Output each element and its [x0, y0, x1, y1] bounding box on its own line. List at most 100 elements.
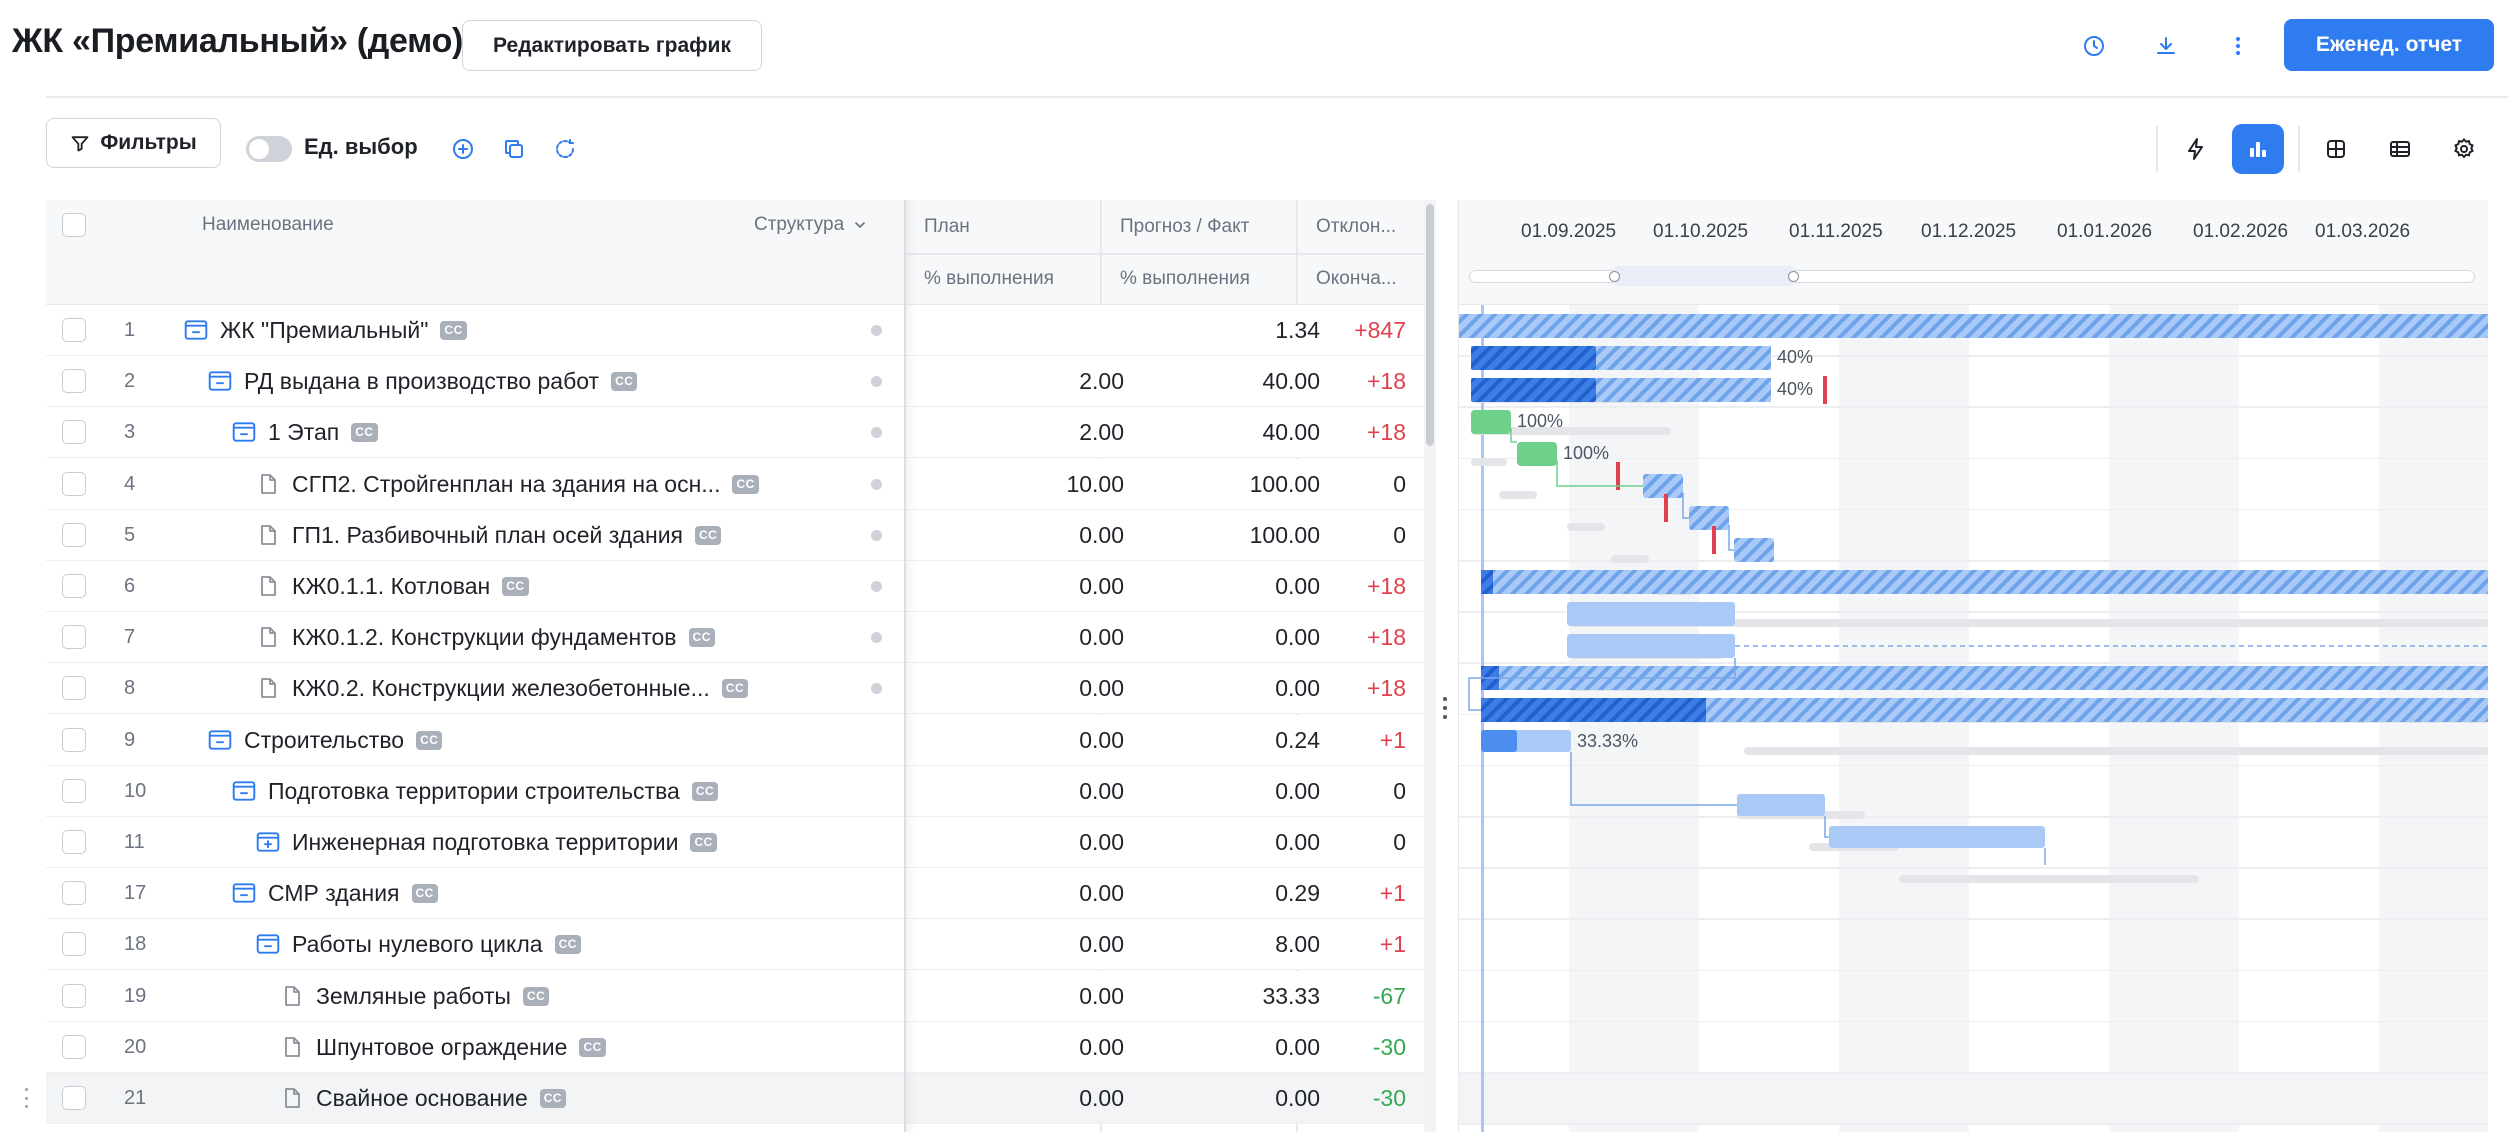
deviation-value: +847 — [1354, 317, 1406, 343]
task-name[interactable]: ГП1. Разбивочный план осей здания CC — [292, 522, 722, 549]
table-row[interactable]: 2 РД выдана в производство работ CC 2.00… — [46, 356, 1424, 408]
table-row[interactable]: 7 КЖ0.1.2. Конструкции фундаментов CC 0.… — [46, 612, 1424, 664]
add-circle-icon — [453, 139, 473, 159]
gantt-row-line — [1459, 816, 2488, 818]
task-name[interactable]: КЖ0.2. Конструкции железобетонные... CC — [292, 675, 749, 702]
row-number: 17 — [124, 882, 147, 905]
table-scrollbar-thumb[interactable] — [1426, 204, 1434, 446]
task-name[interactable]: Свайное основание CC — [316, 1085, 567, 1112]
column-forecast-header[interactable]: Прогноз / Факт — [1120, 216, 1250, 237]
collapse-folder-icon[interactable] — [230, 879, 258, 907]
collapse-folder-icon[interactable] — [182, 316, 210, 344]
row-checkbox[interactable] — [62, 522, 86, 547]
table-row[interactable]: 20 Шпунтовое ограждение CC 0.00 0.00 -30 — [46, 1021, 1424, 1073]
row-checkbox[interactable] — [62, 1034, 86, 1059]
row-checkbox[interactable] — [62, 830, 86, 854]
select-all-checkbox[interactable] — [62, 213, 86, 237]
split-resize-handle[interactable] — [1441, 697, 1449, 719]
collapse-folder-icon[interactable] — [206, 726, 234, 754]
structure-dropdown[interactable]: Структура — [754, 214, 868, 236]
row-checkbox[interactable] — [62, 625, 86, 650]
row-checkbox[interactable] — [62, 318, 86, 342]
task-name[interactable]: КЖ0.1.2. Конструкции фундаментов CC — [292, 624, 715, 651]
row-checkbox[interactable] — [62, 369, 86, 394]
table-row[interactable]: 3 1 Этап CC 2.00 40.00 +18 — [46, 407, 1424, 459]
row-checkbox[interactable] — [62, 727, 86, 752]
task-name[interactable]: Подготовка территории строительства CC — [268, 778, 719, 805]
table-row[interactable]: 5 ГП1. Разбивочный план осей здания CC 0… — [46, 509, 1424, 561]
summary-bar — [1596, 346, 1771, 370]
column-plan-header[interactable]: План — [924, 216, 970, 237]
collapse-folder-icon[interactable] — [230, 777, 258, 805]
row-checkbox[interactable] — [62, 881, 86, 906]
table-row[interactable]: 10 Подготовка территории строительства C… — [46, 765, 1424, 817]
column-name-header[interactable]: Наименование — [202, 214, 334, 235]
grid-view-button[interactable] — [2310, 124, 2362, 174]
forecast-percent: 0.00 — [1275, 1085, 1320, 1111]
row-checkbox[interactable] — [62, 983, 86, 1008]
row-checkbox[interactable] — [62, 471, 86, 496]
table-row[interactable]: 11 Инженерная подготовка территории CC 0… — [46, 817, 1424, 868]
task-name[interactable]: РД выдана в производство работ CC — [244, 368, 638, 395]
copy-button[interactable] — [497, 132, 531, 166]
timeline-range-start-handle[interactable] — [1609, 271, 1620, 282]
baseline-bar — [1471, 427, 1671, 435]
collapse-folder-icon[interactable] — [254, 930, 282, 958]
row-checkbox[interactable] — [62, 676, 86, 701]
single-select-toggle[interactable] — [246, 136, 292, 162]
dependency-link — [1570, 752, 1737, 806]
status-dot — [871, 683, 882, 695]
filters-button[interactable]: Фильтры — [46, 118, 221, 168]
row-checkbox[interactable] — [62, 574, 86, 598]
gantt-view-button[interactable] — [2232, 124, 2284, 174]
row-checkbox[interactable] — [62, 778, 86, 803]
add-task-button[interactable] — [446, 132, 480, 166]
row-checkbox[interactable] — [62, 420, 86, 445]
gantt-row-line — [1459, 1123, 2488, 1125]
expand-folder-icon[interactable] — [254, 828, 282, 856]
table-row[interactable]: 19 Земляные работы CC 0.00 33.33 -67 — [46, 970, 1424, 1022]
timeline-visible-window[interactable] — [1614, 266, 1794, 286]
more-menu-button[interactable] — [2220, 28, 2256, 64]
table-row[interactable]: 8 КЖ0.2. Конструкции железобетонные... C… — [46, 663, 1424, 715]
table-row[interactable]: 18 Работы нулевого цикла CC 0.00 8.00 +1 — [46, 919, 1424, 971]
table-row[interactable]: 17 СМР здания CC 0.00 0.29 +1 — [46, 868, 1424, 920]
task-name[interactable]: 1 Этап CC — [268, 419, 378, 446]
settings-button[interactable] — [2438, 124, 2490, 174]
row-number: 21 — [124, 1087, 147, 1109]
plan-percent: 2.00 — [1079, 419, 1124, 446]
critical-path-button[interactable] — [2170, 124, 2222, 174]
timeline-range-end-handle[interactable] — [1788, 271, 1799, 282]
download-icon — [2157, 37, 2175, 54]
table-row[interactable]: 4 СГП2. Стройгенплан на здания на осн...… — [46, 458, 1424, 510]
collapse-folder-icon[interactable] — [206, 367, 234, 395]
task-name[interactable]: Строительство CC — [244, 727, 443, 754]
document-icon — [278, 1084, 306, 1112]
table-row[interactable]: 21 Свайное основание CC 0.00 0.00 -30 — [46, 1073, 1424, 1124]
task-name[interactable]: КЖ0.1.1. Котлован CC — [292, 573, 529, 600]
collapse-folder-icon[interactable] — [230, 418, 258, 446]
row-checkbox[interactable] — [62, 1086, 86, 1110]
row-drag-handle[interactable] — [22, 1088, 30, 1108]
task-name[interactable]: СГП2. Стройгенплан на здания на осн... C… — [292, 471, 759, 498]
task-name[interactable]: ЖК "Премиальный" CC — [220, 317, 467, 344]
task-name[interactable]: СМР здания CC — [268, 880, 438, 907]
history-button[interactable] — [2076, 28, 2112, 64]
refresh-button[interactable] — [548, 132, 582, 166]
weekly-report-button[interactable]: Еженед. отчет — [2284, 19, 2494, 71]
task-name[interactable]: Работы нулевого цикла CC — [292, 931, 581, 958]
download-button[interactable] — [2148, 28, 2184, 64]
column-deviation-header[interactable]: Отклон... — [1316, 216, 1397, 237]
table-icon — [2390, 141, 2410, 157]
row-checkbox[interactable] — [62, 932, 86, 957]
table-view-button[interactable] — [2374, 124, 2426, 174]
table-row[interactable]: 6 КЖ0.1.1. Котлован CC 0.00 0.00 +18 — [46, 561, 1424, 612]
timeline-date: 01.02.2026 — [2193, 221, 2289, 242]
table-row[interactable]: 1 ЖК "Премиальный" CC 1.34 +847 — [46, 305, 1424, 356]
task-name[interactable]: Земляные работы CC — [316, 983, 550, 1010]
task-name[interactable]: Инженерная подготовка территории CC — [292, 829, 717, 856]
table-row[interactable]: 9 Строительство CC 0.00 0.24 +1 — [46, 714, 1424, 766]
task-name[interactable]: Шпунтовое ограждение CC — [316, 1034, 606, 1061]
edit-schedule-button[interactable]: Редактировать график — [462, 20, 762, 71]
timeline-date: 01.12.2025 — [1921, 221, 2017, 242]
